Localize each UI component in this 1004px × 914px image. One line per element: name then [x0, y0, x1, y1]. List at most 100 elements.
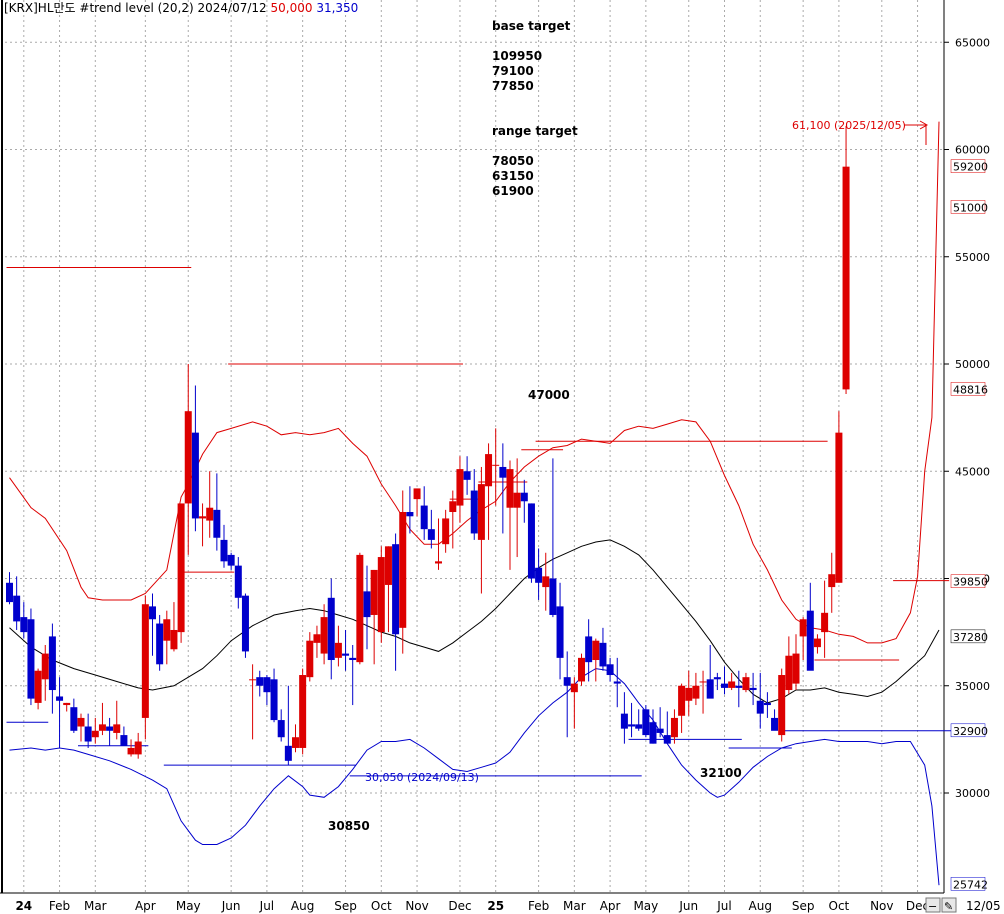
- candle-body: [749, 687, 757, 691]
- candle: [120, 726, 128, 746]
- x-tick-label: May: [633, 899, 658, 913]
- candle-body: [606, 664, 614, 676]
- candle: [435, 518, 442, 570]
- candle-body: [706, 679, 714, 699]
- candle: [463, 456, 471, 495]
- candle: [527, 503, 535, 583]
- candle: [485, 443, 493, 540]
- candle-body: [599, 642, 607, 667]
- candle-body: [806, 610, 814, 671]
- candle-body: [485, 454, 493, 487]
- red-level-label: 61,100 (2025/12/05): [792, 119, 906, 132]
- x-tick-label: 24: [15, 899, 32, 913]
- candle: [363, 565, 371, 650]
- candle: [642, 705, 650, 738]
- time-axis: 24 Feb Mar Apr May Jun Jul Aug Sep Oct Nov Dec 25 Feb…: [15, 899, 929, 913]
- candle: [91, 717, 99, 744]
- candle: [270, 668, 278, 723]
- candle: [349, 644, 357, 706]
- candle-body: [578, 657, 585, 682]
- lower-band-line: [9, 668, 940, 886]
- candle: [177, 503, 185, 643]
- zoom-out-button[interactable]: [925, 897, 941, 913]
- candle: [477, 466, 485, 594]
- candle: [492, 428, 500, 506]
- candle-body: [685, 687, 693, 701]
- low2-label: 32100: [700, 766, 742, 780]
- candle: [334, 625, 342, 667]
- candle: [663, 711, 671, 744]
- candle: [41, 644, 49, 701]
- candle-body: [356, 554, 364, 663]
- candle: [520, 479, 528, 523]
- candle-body: [342, 653, 350, 656]
- candle: [320, 604, 328, 665]
- y-tick-label: 45000: [955, 465, 990, 478]
- x-tick-label: Oct: [829, 899, 850, 913]
- price-tag-label: 37280: [953, 631, 988, 644]
- candle: [134, 732, 142, 759]
- candle-body: [27, 619, 35, 699]
- candle: [220, 524, 228, 568]
- candle: [141, 595, 149, 740]
- candle-body: [563, 677, 571, 686]
- candle-body: [13, 595, 21, 622]
- candle: [742, 672, 750, 693]
- candle: [392, 533, 400, 671]
- header-value-blue: 31,350: [316, 1, 358, 15]
- candle-body: [628, 724, 636, 727]
- candle: [785, 636, 793, 695]
- candle: [77, 713, 85, 742]
- candle-body: [456, 469, 464, 506]
- candle-body: [406, 512, 414, 517]
- header-title: [KRX]HL만도 #trend level (20,2) 2024/07/12: [4, 1, 267, 15]
- candle: [470, 469, 478, 540]
- candle-body: [835, 432, 843, 583]
- candle-body: [98, 724, 106, 731]
- price-tag-box: [950, 877, 986, 891]
- base-target-value-3: 77850: [492, 79, 534, 93]
- candle: [6, 572, 13, 605]
- price-tag-box: [950, 629, 986, 644]
- candle-body: [163, 619, 171, 641]
- candle: [556, 582, 564, 680]
- candle-body: [520, 492, 528, 502]
- candle-body: [220, 539, 228, 562]
- candle-body: [249, 679, 257, 681]
- candle: [513, 458, 521, 558]
- candle-body: [413, 488, 421, 500]
- candle-body: [463, 471, 471, 480]
- candle: [13, 576, 21, 630]
- candle: [20, 602, 28, 639]
- candle-body: [799, 619, 807, 637]
- candle-body: [442, 518, 450, 545]
- candle-body: [435, 561, 442, 564]
- price-tag-box: [950, 382, 986, 396]
- candle-body: [535, 567, 543, 583]
- candle: [456, 456, 464, 523]
- candle: [70, 698, 78, 733]
- candle: [342, 629, 350, 671]
- candle-body: [313, 634, 321, 643]
- x-tick-label: Sep: [334, 899, 357, 913]
- candle-body: [299, 675, 307, 748]
- minus-icon: −: [928, 900, 937, 913]
- candle: [763, 692, 771, 718]
- candle: [685, 670, 693, 716]
- candle-body: [678, 685, 686, 716]
- candle: [563, 651, 571, 738]
- edit-button[interactable]: [941, 897, 957, 913]
- candle: [842, 125, 850, 395]
- y-tick-label: 65000: [955, 36, 990, 49]
- candle-body: [84, 726, 92, 742]
- candle: [620, 692, 628, 744]
- candle: [613, 657, 621, 708]
- candle: [327, 578, 335, 680]
- candle: [399, 490, 407, 654]
- candle-body: [206, 507, 214, 521]
- price-tag-label: 39850: [953, 576, 988, 589]
- range-target-value-2: 63150: [492, 169, 534, 183]
- candle: [828, 552, 836, 613]
- candle-body: [370, 569, 378, 615]
- candle: [406, 486, 414, 534]
